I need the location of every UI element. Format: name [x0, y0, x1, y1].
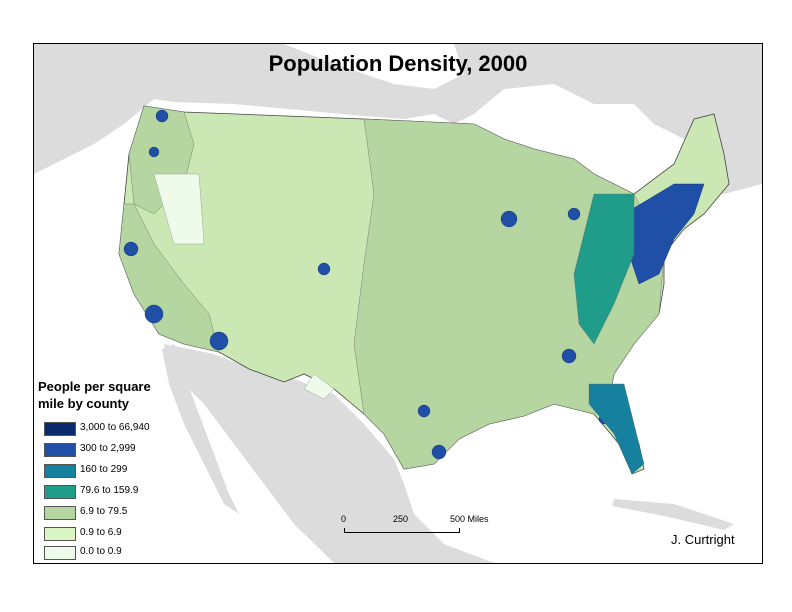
region-california	[118, 203, 220, 353]
metro-houston	[431, 444, 447, 460]
scale-bar: 0 250 500 Miles	[334, 514, 504, 544]
legend-label: 0.9 to 6.9	[80, 527, 122, 538]
canada-land	[34, 44, 762, 194]
metro-seattle	[155, 109, 169, 123]
scale-tick-0: 0	[341, 514, 347, 524]
legend-swatch	[44, 443, 76, 457]
legend-label: 300 to 2,999	[80, 443, 136, 454]
map-title: Population Density, 2000	[268, 51, 528, 76]
region-west-low	[153, 173, 335, 400]
legend-label: 79.6 to 159.9	[80, 485, 139, 496]
map-frame: Population Density, 2000 People per squa…	[33, 43, 763, 564]
legend-title: People per square mile by county	[38, 378, 151, 412]
metro-dallas	[417, 404, 431, 418]
scale-bar-line	[344, 528, 460, 533]
scale-tick-500: 500 Miles	[450, 514, 489, 524]
legend-label: 3,000 to 66,940	[80, 422, 150, 433]
legend-swatch	[44, 464, 76, 478]
metro-detroit	[567, 207, 581, 221]
region-southeast-teal	[588, 383, 645, 475]
scale-tick-250: 250	[393, 514, 409, 524]
legend-title-line2: mile by county	[38, 396, 130, 411]
baja-land	[162, 344, 239, 514]
metro-chicago	[500, 210, 518, 228]
map-canvas	[34, 44, 762, 563]
legend-swatch	[44, 527, 76, 541]
metro-sf	[123, 241, 139, 257]
cuba-land	[612, 499, 734, 530]
metro-phoenix	[209, 331, 229, 351]
metro-atlanta	[561, 348, 577, 364]
metro-denver	[317, 262, 331, 276]
region-east-teal	[573, 193, 635, 345]
legend-swatch	[44, 546, 76, 560]
region-midwest	[353, 118, 665, 470]
hudson-bay-water	[284, 44, 464, 89]
legend-swatch	[44, 485, 76, 499]
legend-title-line1: People per square	[38, 379, 151, 394]
legend-label: 6.9 to 79.5	[80, 506, 128, 517]
metro-portland	[148, 146, 160, 158]
region-northeast	[623, 183, 705, 285]
legend-swatch	[44, 422, 76, 436]
metro-la	[144, 304, 164, 324]
united-states	[118, 105, 730, 475]
legend-swatch	[44, 506, 76, 520]
legend-label: 0.0 to 0.9	[80, 546, 122, 557]
author-credit: J. Curtright	[671, 532, 735, 547]
legend-label: 160 to 299	[80, 464, 128, 475]
mexico-land	[164, 344, 494, 563]
